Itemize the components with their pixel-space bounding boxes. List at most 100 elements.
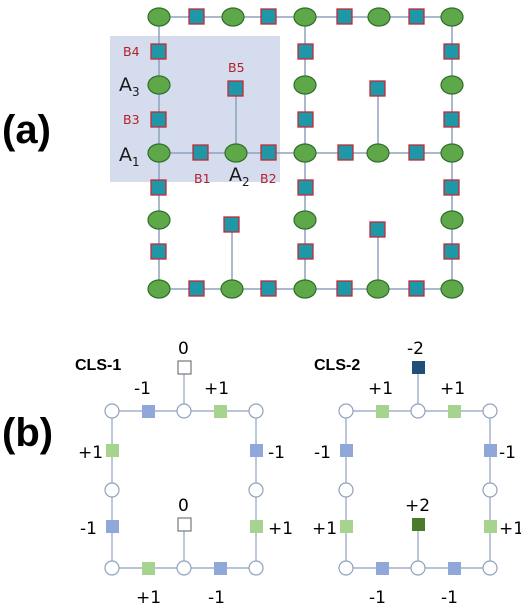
cls1-site-circle [104, 560, 120, 576]
site-circle-a3 [147, 75, 171, 95]
cls1-value-top-right: +1 [204, 379, 229, 399]
cls2-value-top-left: +1 [368, 379, 393, 399]
cls2-square-left-upper [340, 444, 353, 457]
cls2-square-right-lower [484, 520, 497, 533]
site-circles [147, 7, 464, 299]
cls1-sites [104, 403, 264, 576]
label-a3: A3 [119, 74, 140, 99]
site-circle [366, 143, 390, 163]
bond-squares [150, 8, 460, 297]
cls2-site-circle [338, 482, 354, 498]
site-circle [440, 7, 464, 27]
cls1-square-right-upper [250, 444, 263, 457]
cls1-value-right-upper: -1 [268, 443, 285, 463]
cls2-site-circle [410, 560, 426, 576]
bond-square-b5 [227, 80, 244, 97]
site-circle [220, 279, 244, 299]
cls2-site-circle [482, 560, 498, 576]
cls1-value-top: 0 [178, 339, 189, 359]
bond-square [297, 243, 314, 260]
cls1-square-left-upper [106, 444, 119, 457]
site-circle [147, 7, 171, 27]
site-circle [367, 7, 391, 27]
bond-square [408, 8, 425, 25]
bond-square [369, 221, 386, 238]
cls1-site-circle [248, 482, 264, 498]
bond-square [223, 216, 240, 233]
cls1-site-circle [104, 482, 120, 498]
cls1-square-bottom-left [142, 562, 155, 575]
cls2-value-left-lower: +1 [312, 519, 337, 539]
label-b2: B2 [260, 171, 277, 186]
cls1-value-top-left: -1 [134, 379, 151, 399]
site-circle [440, 75, 464, 95]
cls1-site-circle [104, 403, 120, 419]
cls2-value-right-lower: +1 [499, 519, 521, 539]
site-circle [293, 7, 317, 27]
cls2-site-circle [338, 560, 354, 576]
cls2-value-right-upper: -1 [499, 443, 516, 463]
bond-square [443, 111, 460, 128]
cls1-title: CLS-1 [75, 357, 121, 374]
cls2-square-center-plus-two [412, 518, 425, 531]
cls1-value-right-lower: +1 [268, 519, 293, 539]
bond-square-b4 [150, 43, 167, 60]
panel-b-label: (b) [2, 411, 53, 455]
site-circle-a1 [147, 143, 171, 163]
cls1-square-top-zero [177, 360, 192, 375]
cls1-site-circle [248, 560, 264, 576]
site-circle [147, 210, 171, 230]
bond-square-b1 [192, 144, 209, 161]
cls2-site-circle [482, 482, 498, 498]
cls1-value-left-lower: -1 [80, 519, 97, 539]
bond-square [408, 144, 425, 161]
cls2-title: CLS-2 [314, 357, 360, 374]
cls1-value-bottom-right: -1 [208, 588, 225, 608]
site-circle [440, 143, 464, 163]
site-circle [147, 279, 171, 299]
bond-square [297, 179, 314, 196]
cls2-square-bottom-left [376, 562, 389, 575]
site-circle [293, 143, 317, 163]
bond-square [188, 8, 205, 25]
cls2-sites [338, 403, 498, 576]
cls2-site-circle [482, 403, 498, 419]
cls1-site-circle [248, 403, 264, 419]
cls1-value-left-upper: +1 [78, 443, 103, 463]
bond-square [443, 43, 460, 60]
cls2-site-circle [410, 403, 426, 419]
bond-square [369, 80, 386, 97]
cls2-value-top-right: +1 [440, 379, 465, 399]
label-a1: A1 [119, 144, 140, 169]
bond-square [443, 243, 460, 260]
bond-square [188, 280, 205, 297]
cls1-square-left-lower [106, 520, 119, 533]
bond-square [150, 243, 167, 260]
cls2-value-center: +2 [405, 496, 430, 516]
label-b5: B5 [228, 60, 245, 75]
site-circle [440, 210, 464, 230]
cls1-square-top-left [142, 405, 155, 418]
site-circle [440, 279, 464, 299]
label-b4: B4 [123, 44, 140, 59]
cls1-square-center-zero [177, 517, 192, 532]
cls2-square-left-lower [340, 520, 353, 533]
bond-square-b3 [150, 111, 167, 128]
cls2-square-bottom-right [448, 562, 461, 575]
cls1-square-right-lower [250, 520, 263, 533]
panel-a-label: (a) [2, 108, 51, 152]
bond-square [297, 43, 314, 60]
site-circle [366, 279, 390, 299]
cls2-square-top-left [376, 405, 389, 418]
bond-square [408, 280, 425, 297]
cls1-value-bottom-left: +1 [136, 588, 161, 608]
cls1-site-circle [176, 560, 192, 576]
bond-square [150, 179, 167, 196]
bond-square [260, 8, 277, 25]
bond-square [260, 280, 277, 297]
site-circle [293, 75, 317, 95]
bond-square-b2 [260, 144, 277, 161]
cls2-value-bottom-right: -1 [441, 588, 458, 608]
bond-square [336, 8, 353, 25]
